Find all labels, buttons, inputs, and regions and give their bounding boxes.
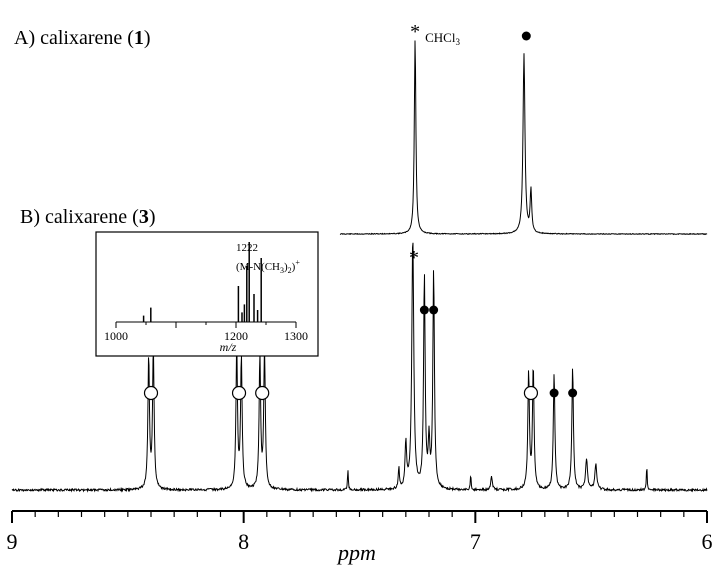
open-circle-mark	[255, 385, 270, 401]
filled-circle-mark	[429, 305, 439, 315]
mass-spectrum-inset: 1000 1200 1300 m/z 1222 (M-N(CH3)2)+	[95, 231, 319, 357]
inset-tick-label: 1000	[104, 329, 128, 343]
x-tick-label: 6	[702, 529, 713, 554]
inset-tick-label: 1200	[224, 329, 248, 343]
asterisk-mark: *	[410, 21, 420, 43]
asterisk-mark: *	[409, 247, 419, 269]
filled-circle-mark	[521, 31, 531, 41]
inset-ticks: 1000 1200 1300	[104, 322, 308, 343]
inset-annotation-formula: (M-N(CH3)2)+	[236, 258, 300, 275]
spectrum-trace-b	[11, 242, 708, 493]
inset-axis-title: m/z	[220, 340, 237, 354]
x-tick-label: 8	[238, 529, 249, 554]
peak-assignment-marks: * CHCl3 *	[143, 21, 578, 401]
x-tick-label: 9	[7, 529, 18, 554]
open-circle-mark	[231, 385, 247, 401]
panel-a-label: A) calixarene (1)	[14, 27, 151, 49]
inset-tick-label: 1300	[284, 329, 308, 343]
x-tick-label: 7	[470, 529, 481, 554]
filled-circle-mark	[549, 388, 559, 398]
open-circle-mark	[523, 385, 539, 401]
spectrum-lines-layer	[11, 40, 708, 493]
x-axis-title: ppm	[336, 540, 376, 565]
inset-annotation-value: 1222	[236, 242, 258, 254]
inset-peaks	[142, 242, 262, 322]
ppm-axis: 9 8 7 6	[7, 510, 713, 554]
spectrum-trace-a	[339, 40, 708, 236]
open-circle-mark	[143, 385, 159, 401]
solvent-label-subscript: 3	[455, 37, 460, 47]
inset-frame	[95, 231, 319, 357]
solvent-label: CHCl3	[425, 30, 460, 47]
panel-b-label: B) calixarene (3)	[20, 206, 156, 228]
filled-circle-mark	[568, 388, 578, 398]
filled-circle-mark	[419, 305, 429, 315]
